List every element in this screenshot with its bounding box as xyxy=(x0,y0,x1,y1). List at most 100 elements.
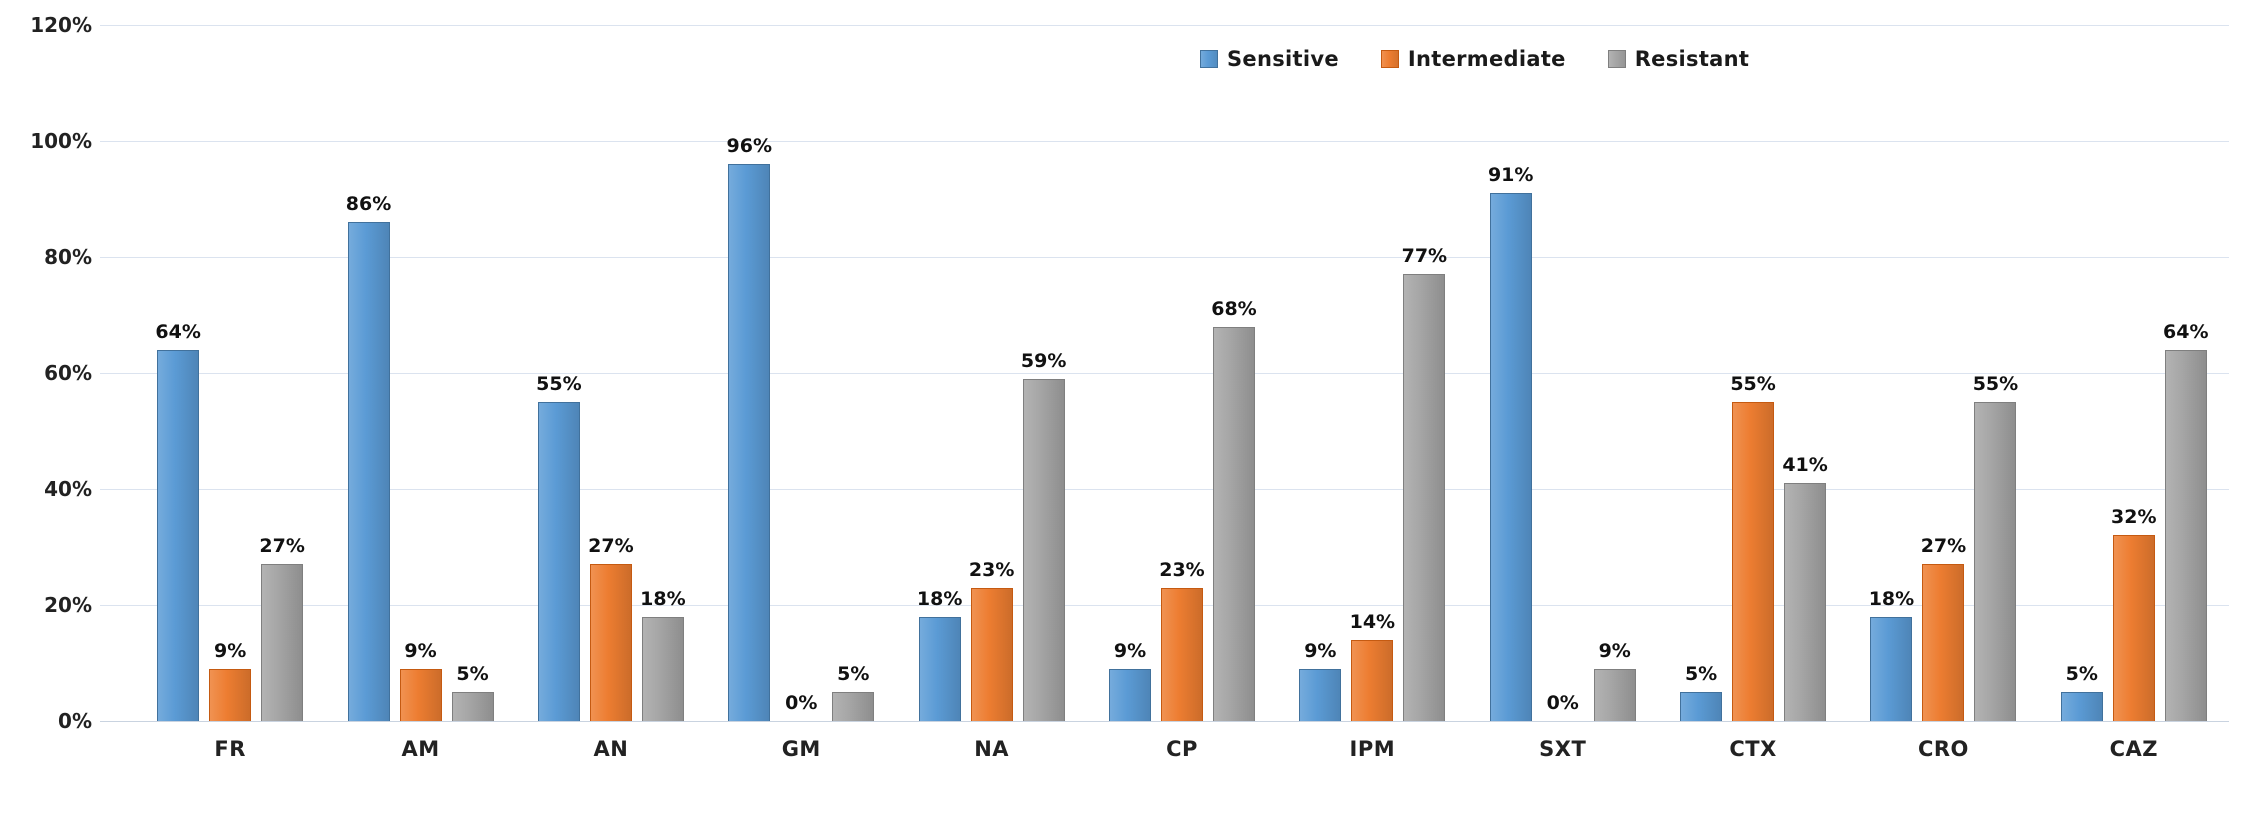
bar-resistant-fr xyxy=(261,564,304,721)
legend-item-intermediate: Intermediate xyxy=(1380,47,1566,71)
value-label-sensitive-am: 86% xyxy=(345,193,392,215)
x-axis-tick-label-cp: CP xyxy=(1166,737,1198,761)
bar-resistant-cp xyxy=(1212,327,1255,721)
bar-group-gm: 96% 0% 5% GM xyxy=(706,25,896,761)
chart-legend: Sensitive Intermediate Resistant xyxy=(1200,47,1749,71)
bar-resistant-cro xyxy=(1974,402,2017,721)
bar-intermediate-caz xyxy=(2112,535,2155,721)
value-label-resistant-sxt: 9% xyxy=(1598,640,1631,662)
bar-group-ipm: 9% 14% 77% IPM xyxy=(1277,25,1467,761)
value-label-intermediate-cp: 23% xyxy=(1159,559,1205,581)
value-label-intermediate-an: 27% xyxy=(588,535,634,557)
value-label-resistant-gm: 5% xyxy=(837,663,870,685)
value-label-intermediate-ipm: 14% xyxy=(1349,611,1396,633)
gridline xyxy=(100,373,2229,374)
bar-sensitive-cro xyxy=(1870,617,1913,721)
bar-group-fr: 64% 9% 27% FR xyxy=(135,25,325,761)
bar-sensitive-caz xyxy=(2060,692,2103,721)
x-axis-tick-label-cro: CRO xyxy=(1917,737,1969,761)
bar-resistant-ctx xyxy=(1784,483,1827,721)
legend-item-sensitive: Sensitive xyxy=(1200,47,1339,71)
x-axis-tick-label-fr: FR xyxy=(214,737,246,761)
bar-group-sxt: 91% 0% 9% SXT xyxy=(1468,25,1658,761)
x-axis-tick-label-caz: CAZ xyxy=(2109,737,2158,761)
bar-intermediate-ctx xyxy=(1732,402,1775,721)
y-axis-tick-label: 60% xyxy=(44,361,92,385)
bar-sensitive-na xyxy=(918,617,961,721)
x-axis-tick-label-am: AM xyxy=(401,737,440,761)
value-label-sensitive-na: 18% xyxy=(916,588,963,610)
y-axis-tick-label: 20% xyxy=(44,593,92,617)
bar-intermediate-cp xyxy=(1160,588,1203,721)
x-axis-tick-label-sxt: SXT xyxy=(1539,737,1587,761)
value-label-intermediate-sxt: 0% xyxy=(1546,692,1579,714)
value-label-sensitive-an: 55% xyxy=(536,373,582,395)
value-label-sensitive-ctx: 5% xyxy=(1684,663,1718,685)
bar-intermediate-na xyxy=(970,588,1013,721)
gridline xyxy=(100,489,2229,490)
value-label-intermediate-fr: 9% xyxy=(214,640,247,662)
value-label-sensitive-fr: 64% xyxy=(155,321,201,343)
bar-resistant-an xyxy=(641,617,684,721)
bar-intermediate-cro xyxy=(1922,564,1965,721)
bar-group-caz: 5% 32% 64% CAZ xyxy=(2039,25,2229,761)
bar-group-ctx: 5% 55% 41% CTX xyxy=(1658,25,1848,761)
legend-swatch-intermediate-icon xyxy=(1380,50,1399,68)
bar-sensitive-am xyxy=(347,222,390,721)
value-label-resistant-cp: 68% xyxy=(1211,298,1257,320)
y-axis-tick-label: 100% xyxy=(30,129,92,153)
bar-group-na: 18% 23% 59% NA xyxy=(896,25,1086,761)
value-label-intermediate-gm: 0% xyxy=(785,692,818,714)
value-label-sensitive-gm: 96% xyxy=(726,135,772,157)
legend-label-sensitive: Sensitive xyxy=(1227,47,1339,71)
bar-sensitive-ipm xyxy=(1299,669,1342,721)
legend-label-resistant: Resistant xyxy=(1634,47,1750,71)
x-axis-line xyxy=(100,721,2229,722)
value-label-sensitive-caz: 5% xyxy=(2065,663,2098,685)
value-label-intermediate-ctx: 55% xyxy=(1730,373,1776,395)
value-label-sensitive-ipm: 9% xyxy=(1304,640,1337,662)
bar-sensitive-an xyxy=(537,402,580,721)
value-label-intermediate-am: 9% xyxy=(404,640,437,662)
bar-resistant-caz xyxy=(2164,350,2207,721)
value-label-resistant-caz: 64% xyxy=(2163,321,2209,343)
gridline xyxy=(100,257,2229,258)
x-axis-tick-label-na: NA xyxy=(974,737,1010,761)
value-label-resistant-am: 5% xyxy=(456,663,489,685)
value-label-resistant-cro: 55% xyxy=(1972,373,2019,395)
bar-resistant-gm xyxy=(832,692,875,721)
bar-sensitive-fr xyxy=(157,350,200,721)
bar-intermediate-an xyxy=(589,564,632,721)
value-label-resistant-an: 18% xyxy=(640,588,686,610)
value-label-sensitive-cp: 9% xyxy=(1113,640,1147,662)
value-label-sensitive-sxt: 91% xyxy=(1487,164,1534,186)
x-axis-tick-label-ipm: IPM xyxy=(1349,737,1396,761)
bar-resistant-na xyxy=(1022,379,1065,721)
value-label-intermediate-cro: 27% xyxy=(1920,535,1967,557)
legend-swatch-resistant-icon xyxy=(1607,50,1626,68)
y-axis-tick-label: 0% xyxy=(58,709,92,733)
value-label-resistant-ctx: 41% xyxy=(1782,454,1828,476)
bar-resistant-am xyxy=(451,692,494,721)
bar-sensitive-sxt xyxy=(1489,193,1532,721)
bar-resistant-ipm xyxy=(1403,274,1446,721)
x-axis-tick-label-ctx: CTX xyxy=(1729,737,1777,761)
value-label-intermediate-caz: 32% xyxy=(2111,506,2157,528)
bar-intermediate-am xyxy=(399,669,442,721)
bar-sensitive-gm xyxy=(728,164,771,721)
bar-sensitive-cp xyxy=(1108,669,1151,721)
y-axis-tick-label: 120% xyxy=(30,13,92,37)
value-label-resistant-na: 59% xyxy=(1020,350,1067,372)
gridline xyxy=(100,25,2229,26)
value-label-sensitive-cro: 18% xyxy=(1868,588,1915,610)
value-label-intermediate-na: 23% xyxy=(968,559,1015,581)
value-label-resistant-ipm: 77% xyxy=(1401,245,1448,267)
value-label-resistant-fr: 27% xyxy=(259,535,305,557)
bar-sensitive-ctx xyxy=(1680,692,1723,721)
y-axis-tick-label: 40% xyxy=(44,477,92,501)
gridline xyxy=(100,141,2229,142)
bar-intermediate-ipm xyxy=(1351,640,1394,721)
bar-resistant-sxt xyxy=(1593,669,1636,721)
